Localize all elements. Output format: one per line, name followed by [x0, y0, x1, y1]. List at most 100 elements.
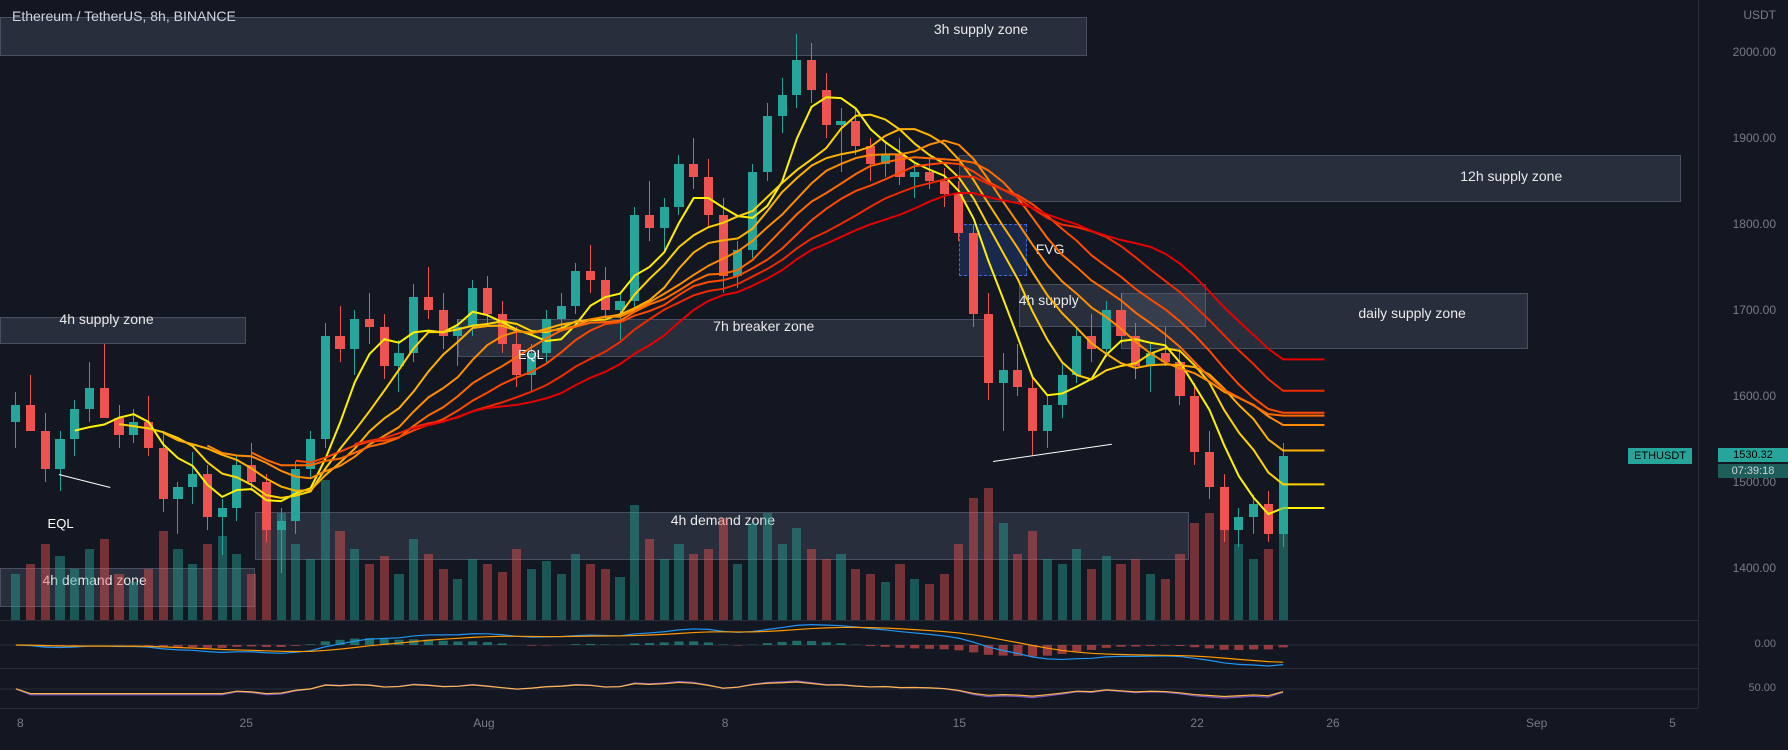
candle-body[interactable] — [394, 353, 403, 366]
candle-body[interactable] — [335, 336, 344, 349]
candle-body[interactable] — [100, 388, 109, 418]
countdown-badge: 07:39:18 — [1718, 464, 1788, 478]
candle-body[interactable] — [365, 319, 374, 328]
candle-body[interactable] — [557, 306, 566, 319]
rsi-panel[interactable] — [0, 668, 1698, 708]
candle-body[interactable] — [409, 297, 418, 353]
candle-body[interactable] — [645, 215, 654, 228]
candle-body[interactable] — [1146, 353, 1155, 366]
time-tick: Sep — [1526, 716, 1547, 730]
candle-body[interactable] — [70, 409, 79, 439]
candle-body[interactable] — [453, 327, 462, 336]
macd-panel[interactable] — [0, 620, 1698, 668]
candle-body[interactable] — [615, 301, 624, 310]
time-tick: 8 — [17, 716, 24, 730]
candle-body[interactable] — [571, 271, 580, 305]
candle-body[interactable] — [1131, 336, 1140, 366]
volume-bar — [1116, 564, 1125, 620]
supply-demand-zone[interactable] — [959, 155, 1681, 202]
volume-bar — [188, 564, 197, 620]
candle-wick — [590, 245, 591, 292]
candle-body[interactable] — [1161, 353, 1170, 362]
volume-bar — [41, 544, 50, 620]
candle-body[interactable] — [704, 177, 713, 216]
volume-bar — [733, 564, 742, 620]
candle-body[interactable] — [114, 418, 123, 435]
candle-body[interactable] — [895, 155, 904, 177]
candle-body[interactable] — [1190, 396, 1199, 452]
candle-body[interactable] — [1175, 362, 1184, 396]
candle-body[interactable] — [748, 172, 757, 250]
candle-body[interactable] — [1028, 388, 1037, 431]
candle-body[interactable] — [954, 194, 963, 233]
candle-body[interactable] — [321, 336, 330, 439]
volume-bar — [645, 539, 654, 620]
candle-wick — [340, 306, 341, 362]
time-axis[interactable]: 825Aug8152226Sep5 — [0, 708, 1698, 736]
candle-body[interactable] — [881, 155, 890, 164]
candle-body[interactable] — [719, 215, 728, 275]
candle-body[interactable] — [940, 181, 949, 194]
candle-body[interactable] — [439, 310, 448, 336]
candle-body[interactable] — [1013, 370, 1022, 387]
candle-body[interactable] — [866, 146, 875, 163]
price-tick: 1700.00 — [1733, 303, 1776, 317]
candle-body[interactable] — [984, 314, 993, 383]
indicator1-axis: 0.00 — [1698, 620, 1788, 668]
candle-body[interactable] — [792, 60, 801, 94]
time-tick: Aug — [473, 716, 494, 730]
candle-body[interactable] — [1102, 310, 1111, 349]
candle-body[interactable] — [26, 405, 35, 431]
candle-body[interactable] — [483, 288, 492, 314]
candle-body[interactable] — [674, 164, 683, 207]
volume-bar — [321, 480, 330, 620]
volume-bar — [335, 531, 344, 620]
candle-body[interactable] — [380, 327, 389, 366]
candle-body[interactable] — [822, 90, 831, 124]
time-tick: 22 — [1190, 716, 1203, 730]
candle-body[interactable] — [11, 405, 20, 422]
volume-bar — [571, 554, 580, 620]
candle-body[interactable] — [601, 280, 610, 310]
candle-body[interactable] — [1116, 310, 1125, 336]
price-axis[interactable]: USDT 2000.001900.001800.001700.001600.00… — [1698, 0, 1788, 620]
candle-body[interactable] — [733, 250, 742, 276]
volume-bar — [262, 523, 271, 620]
candle-wick — [1003, 353, 1004, 431]
candle-body[interactable] — [925, 172, 934, 181]
volume-bar — [291, 544, 300, 620]
candle-body[interactable] — [85, 388, 94, 410]
candle-body[interactable] — [630, 215, 639, 301]
candle-body[interactable] — [586, 271, 595, 280]
candle-body[interactable] — [350, 319, 359, 349]
candle-body[interactable] — [144, 422, 153, 448]
candle-body[interactable] — [660, 207, 669, 229]
candle-body[interactable] — [836, 121, 845, 125]
candle-body[interactable] — [807, 60, 816, 90]
candle-body[interactable] — [1043, 405, 1052, 431]
volume-bar — [1190, 523, 1199, 620]
candle-body[interactable] — [910, 172, 919, 176]
candle-body[interactable] — [468, 288, 477, 327]
candle-body[interactable] — [999, 370, 1008, 383]
candle-body[interactable] — [689, 164, 698, 177]
candle-body[interactable] — [778, 95, 787, 117]
candle-wick — [620, 293, 621, 340]
candle-body[interactable] — [1087, 336, 1096, 349]
candle-body[interactable] — [851, 121, 860, 147]
candle-body[interactable] — [969, 233, 978, 315]
candle-body[interactable] — [1058, 375, 1067, 405]
volume-bar — [247, 574, 256, 620]
volume-bar — [527, 569, 536, 620]
tradingview-chart[interactable]: { "title": "Ethereum / TetherUS, 8h, BIN… — [0, 0, 1788, 750]
candle-body[interactable] — [129, 422, 138, 435]
candle-body[interactable] — [424, 297, 433, 310]
candle-body[interactable] — [498, 314, 507, 344]
candle-body[interactable] — [1072, 336, 1081, 375]
candle-wick — [1150, 344, 1151, 391]
volume-bar — [173, 549, 182, 620]
candle-wick — [649, 181, 650, 241]
volume-bar — [822, 559, 831, 620]
main-chart-panel[interactable]: 3h supply zone12h supply zonedaily suppl… — [0, 0, 1698, 620]
candle-body[interactable] — [763, 116, 772, 172]
